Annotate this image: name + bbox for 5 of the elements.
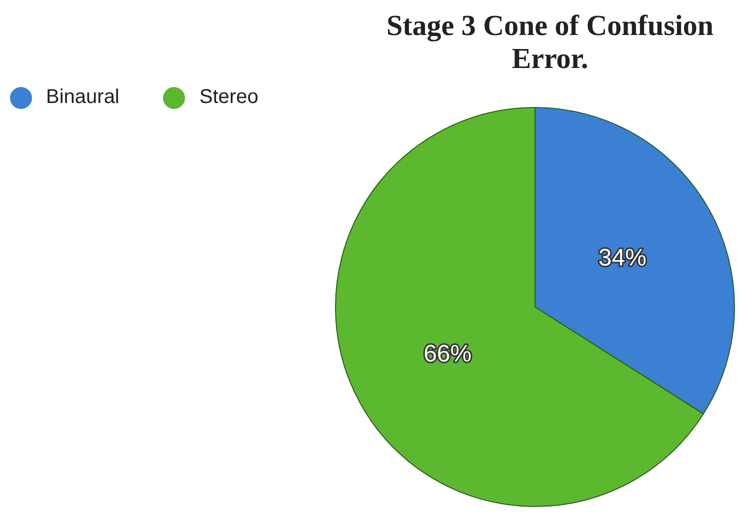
legend-label: Stereo [199, 86, 258, 109]
legend-label: Binaural [46, 86, 120, 109]
data-label: 34% [598, 244, 646, 272]
chart-title: Stage 3 Cone of Confusion Error. [385, 10, 715, 76]
data-label: 66% [424, 340, 472, 368]
